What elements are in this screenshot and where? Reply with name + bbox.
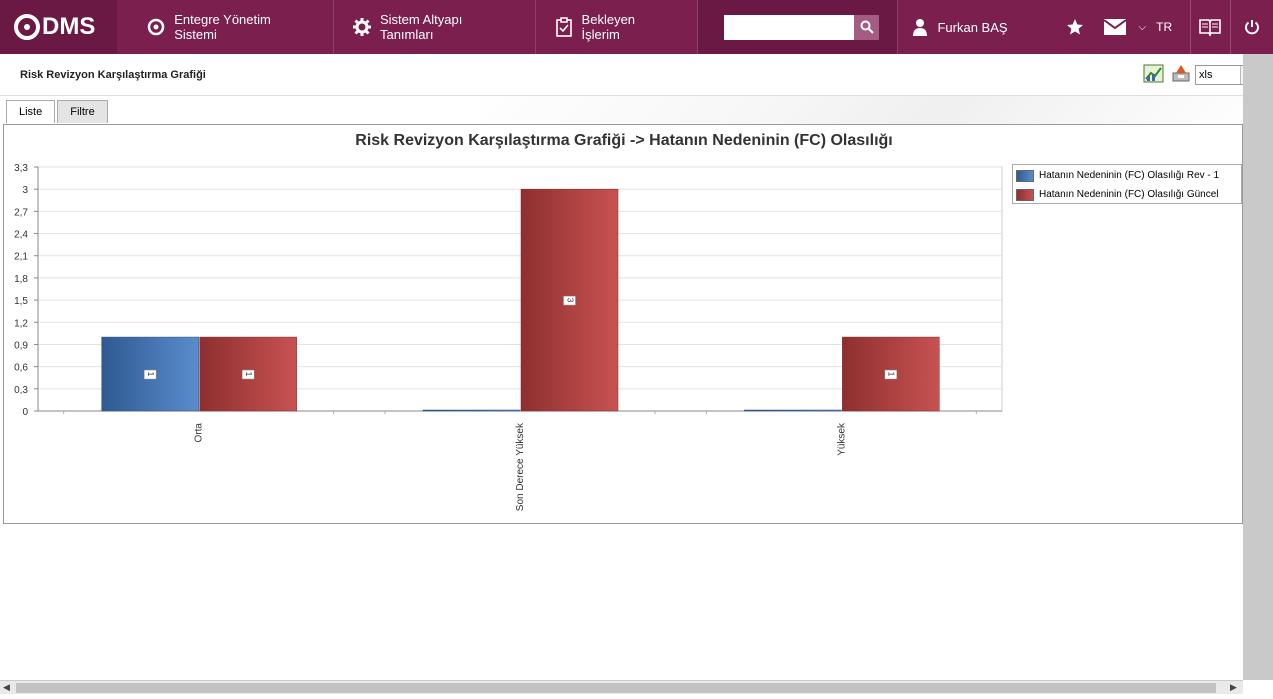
y-tick-label: 3 — [22, 185, 28, 196]
chart-panel: Risk Revizyon Karşılaştırma Grafiği -> H… — [3, 124, 1243, 524]
manual-button[interactable] — [1190, 0, 1229, 54]
y-tick-label: 2,7 — [14, 207, 28, 218]
power-icon — [1244, 20, 1259, 35]
messages-button[interactable] — [1095, 0, 1134, 54]
y-tick-label: 1,2 — [14, 318, 28, 329]
legend-item-rev1: Hatanın Nedeninin (FC) Olasılığı Rev - 1 — [1013, 167, 1241, 184]
language-label: TR — [1156, 20, 1173, 34]
page-title: Risk Revizyon Karşılaştırma Grafiği — [20, 69, 206, 81]
y-tick-label: 2,1 — [14, 252, 28, 263]
bar-rev1 — [744, 409, 842, 412]
star-icon — [1067, 19, 1084, 35]
data-label: 1 — [146, 372, 155, 377]
y-tick-label: 0,6 — [14, 363, 28, 374]
data-label-box — [241, 369, 255, 380]
nav-label: Bekleyen İşlerim — [581, 12, 636, 42]
chart-legend: Hatanın Nedeninin (FC) Olasılığı Rev - 1… — [1012, 164, 1242, 204]
user-menu[interactable]: Furkan BAŞ — [897, 0, 1053, 54]
scroll-thumb[interactable] — [16, 683, 1216, 693]
y-tick-label: 0,9 — [14, 340, 28, 351]
search-input[interactable] — [724, 14, 855, 40]
search-button[interactable] — [854, 14, 880, 40]
search-area — [698, 0, 898, 54]
nav-entegre-yonetim[interactable]: Entegre Yönetim Sistemi — [117, 0, 334, 54]
chevron-down-icon: ⌵ — [1138, 21, 1147, 33]
y-tick-label: 1,5 — [14, 296, 28, 307]
tab-bar: Liste Filtre — [6, 100, 110, 123]
y-tick-label: 3,3 — [14, 163, 28, 174]
nav-sistem-altyapi[interactable]: Sistem Altyapı Tanımları — [334, 0, 536, 54]
print-export-button[interactable] — [1170, 62, 1192, 84]
data-label-box — [143, 369, 157, 380]
page-header: Risk Revizyon Karşılaştırma Grafiği xls — [0, 54, 1258, 96]
scroll-left-icon[interactable]: ◀ — [3, 682, 10, 692]
tab-filtre[interactable]: Filtre — [57, 100, 108, 123]
data-label-box — [563, 295, 576, 306]
data-label: 1 — [244, 372, 253, 377]
data-label: 1 — [887, 372, 896, 377]
y-tick-label: 0,3 — [14, 385, 28, 396]
export-format-value: xls — [1199, 69, 1213, 81]
logout-button[interactable] — [1229, 0, 1273, 54]
legend-swatch — [1016, 188, 1034, 201]
nav-label: Entegre Yönetim Sistemi — [174, 12, 271, 42]
q-logo-icon — [14, 14, 40, 40]
y-tick-label: 2,4 — [14, 230, 28, 241]
envelope-icon — [1103, 19, 1126, 35]
legend-label: Hatanın Nedeninin (FC) Olasılığı Rev - 1 — [1039, 170, 1220, 181]
logo-text: DMS — [42, 13, 96, 40]
right-panel-strip — [1243, 54, 1273, 680]
data-label-box — [884, 369, 898, 380]
data-label: 3 — [565, 298, 574, 303]
chart-title: Risk Revizyon Karşılaştırma Grafiği -> H… — [355, 132, 893, 149]
y-tick-label: 0 — [22, 407, 28, 418]
legend-item-guncel: Hatanın Nedeninin (FC) Olasılığı Güncel — [1013, 186, 1241, 203]
horizontal-scrollbar[interactable]: ◀ ▶ — [0, 680, 1243, 694]
q-circle-icon — [147, 17, 167, 37]
user-icon — [913, 19, 928, 36]
chart-export-icon — [1143, 64, 1164, 83]
favorites-button[interactable] — [1056, 0, 1095, 54]
qdms-logo[interactable]: DMS — [0, 0, 117, 54]
export-icon — [1172, 65, 1190, 82]
x-tick-label: Son Derece Yüksek — [515, 422, 526, 511]
x-tick-label: Yüksek — [836, 422, 847, 456]
x-tick-label: Orta — [194, 423, 205, 443]
scroll-right-icon[interactable]: ▶ — [1230, 682, 1237, 692]
y-tick-label: 1,8 — [14, 274, 28, 285]
clipboard-icon — [554, 17, 574, 37]
tab-liste[interactable]: Liste — [6, 100, 56, 123]
search-icon — [860, 20, 874, 34]
book-icon — [1199, 19, 1222, 37]
bar-chart: 0 0,3 0,6 0,9 1,2 1,5 1,8 2,1 2,4 2,7 3 3,3 1 1 Orta 3 S… — [14, 163, 1003, 511]
chart-export-button[interactable] — [1143, 62, 1165, 84]
legend-swatch — [1016, 169, 1034, 182]
user-name: Furkan BAŞ — [937, 19, 1008, 35]
top-navigation-bar: DMS Entegre Yönetim Sistemi Sistem Altya… — [0, 0, 1273, 54]
legend-label: Hatanın Nedeninin (FC) Olasılığı Güncel — [1039, 189, 1219, 200]
nav-bekleyen-islerim[interactable]: Bekleyen İşlerim — [536, 0, 699, 54]
bar-rev1 — [422, 409, 521, 412]
gear-icon — [352, 17, 372, 37]
language-selector[interactable]: ⌵ TR — [1135, 0, 1183, 54]
nav-label: Sistem Altyapı Tanımları — [379, 12, 463, 42]
